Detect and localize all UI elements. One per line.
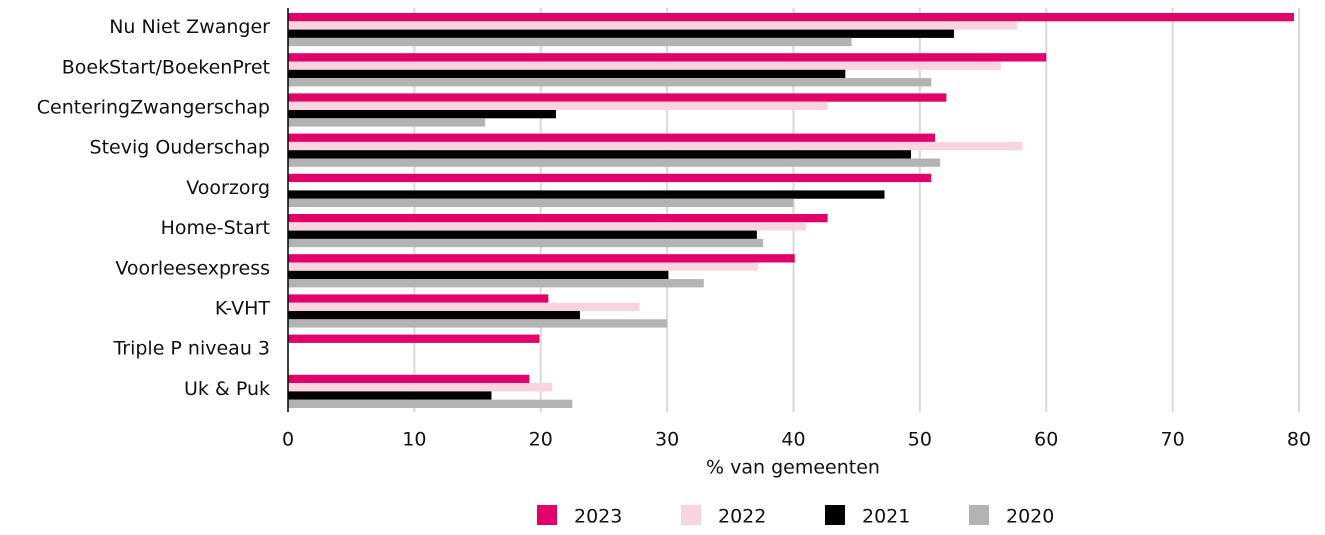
x-tick-label: 0 (282, 429, 294, 451)
bar (288, 230, 757, 239)
bar (288, 254, 795, 263)
y-tick-label: Voorleesexpress (115, 257, 270, 279)
x-tick-label: 20 (529, 429, 553, 451)
y-tick-label: Triple P niveau 3 (112, 338, 270, 360)
bar (288, 262, 759, 271)
legend-swatch (681, 505, 701, 525)
bar (288, 391, 492, 400)
bar (288, 158, 941, 167)
bar (288, 150, 912, 159)
bar (288, 61, 1001, 70)
y-tick-label: Stevig Ouderschap (90, 137, 270, 159)
bar (288, 141, 1023, 151)
bar (288, 383, 553, 392)
y-tick-label: BoekStart/BoekenPret (62, 56, 270, 78)
x-tick-label: 40 (781, 429, 805, 451)
bar (288, 101, 828, 110)
bar (288, 311, 580, 320)
bar (288, 78, 932, 87)
legend-swatch (825, 505, 845, 525)
bar (288, 37, 852, 47)
bar (288, 93, 947, 102)
bar (288, 198, 794, 207)
bar (288, 53, 1047, 62)
y-tick-label: Voorzorg (186, 177, 270, 199)
legend-label: 2022 (718, 506, 766, 528)
y-tick-label: Home-Start (161, 217, 270, 239)
x-tick-label: 50 (908, 429, 932, 451)
legend-swatch (969, 505, 989, 525)
bar (288, 21, 1018, 30)
bar (288, 222, 807, 231)
bar (288, 238, 764, 248)
y-tick-label: CenteringZwangerschap (37, 97, 270, 119)
bar (288, 118, 486, 127)
legend-label: 2020 (1006, 506, 1054, 528)
x-tick-label: 10 (402, 429, 426, 451)
bar (288, 133, 936, 142)
legend-swatch (537, 505, 557, 525)
bar (288, 334, 540, 343)
bar (288, 110, 556, 119)
y-tick-label: K-VHT (215, 298, 270, 320)
bar (288, 302, 640, 311)
bar (288, 319, 668, 328)
bar (288, 399, 573, 408)
x-axis-title: % van gemeenten (706, 457, 880, 479)
x-tick-label: 30 (655, 429, 679, 451)
bar (288, 173, 932, 183)
bar (288, 13, 1294, 22)
bar (288, 374, 530, 384)
y-tick-label: Uk & Puk (184, 378, 270, 400)
bar (288, 214, 828, 223)
bar (288, 190, 885, 199)
legend-label: 2021 (862, 506, 910, 528)
bar (288, 294, 549, 303)
bar (288, 279, 704, 288)
x-tick-label: 70 (1161, 429, 1185, 451)
x-tick-label: 60 (1034, 429, 1058, 451)
bar (288, 29, 954, 38)
y-tick-label: Nu Niet Zwanger (109, 16, 270, 38)
x-tick-label: 80 (1287, 429, 1311, 451)
bar (288, 69, 846, 79)
bar (288, 270, 669, 280)
legend-label: 2023 (574, 506, 622, 528)
